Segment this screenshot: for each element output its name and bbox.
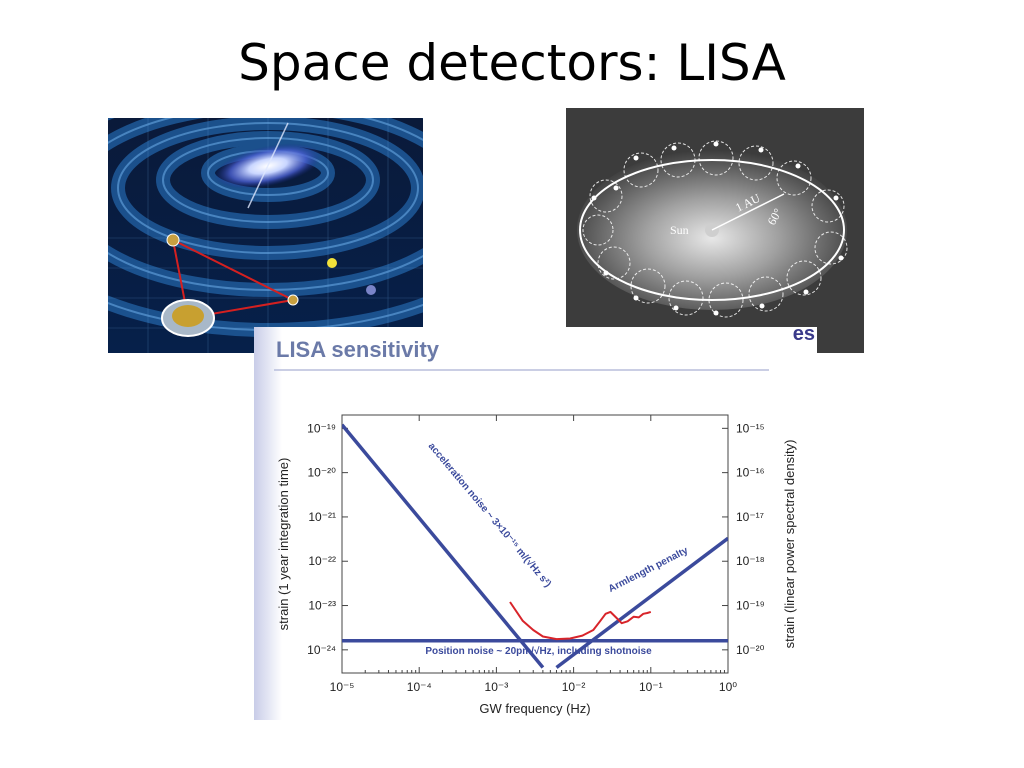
orbit-graphic: Sun 1 AU 60° xyxy=(566,108,864,353)
gravitational-wave-graphic xyxy=(108,118,423,353)
y-right-tick-label: 10⁻²⁰ xyxy=(736,643,765,657)
y-tick-label: 10⁻²³ xyxy=(308,599,336,613)
gravitational-wave-illustration xyxy=(108,118,423,353)
chart-card-title: LISA sensitivity xyxy=(276,337,440,362)
x-tick-label: 10⁻² xyxy=(562,680,586,694)
annotation-1: Position noise ~ 20pm/√Hz, including sho… xyxy=(425,646,652,657)
y-right-tick-label: 10⁻¹⁵ xyxy=(736,421,765,435)
card-background xyxy=(254,327,769,720)
y-tick-label: 10⁻²⁰ xyxy=(308,466,337,480)
x-tick-label: 10⁻⁴ xyxy=(407,680,432,694)
y-tick-label: 10⁻¹⁹ xyxy=(307,421,336,435)
series-line-acceleration xyxy=(342,423,545,669)
y-tick-label: 10⁻²⁴ xyxy=(307,643,336,657)
y-right-tick-label: 10⁻¹⁷ xyxy=(736,510,764,524)
series-line-armlength xyxy=(555,536,728,669)
y-right-tick-label: 10⁻¹⁶ xyxy=(736,466,765,480)
annotation-2: Armlength penalty xyxy=(607,545,691,595)
annotation-0: acceleration noise ~ 3×10⁻¹⁵ m/(√Hz s²) xyxy=(426,441,553,590)
lisa-orbit-illustration: Sun 1 AU 60° xyxy=(566,108,864,353)
x-tick-label: 10⁻³ xyxy=(485,680,509,694)
y-right-tick-label: 10⁻¹⁹ xyxy=(736,599,765,613)
sensitivity-chart: 10⁻⁵ 10⁻⁴ 10⁻³ 10⁻² 10⁻¹ 10⁰ 10⁻¹⁹ 10⁻²⁰ 10⁻²¹ 10… xyxy=(276,414,797,716)
y-tick-label: 10⁻²¹ xyxy=(308,510,336,524)
x-tick-label: 10⁰ xyxy=(719,680,737,694)
x-tick-label: 10⁻¹ xyxy=(639,680,663,694)
esa-logo: es xyxy=(792,327,815,345)
lisa-sensitivity-card: LISA sensitivity es 10⁻⁵ 10⁻⁴ 10⁻³ 10⁻² 10⁻¹… xyxy=(254,327,817,720)
x-tick-label: 10⁻⁵ xyxy=(330,680,355,694)
series-line-sensitivity xyxy=(509,601,652,641)
y-right-axis-label: strain (linear power spectral density) xyxy=(782,440,797,649)
x-axis-label: GW frequency (Hz) xyxy=(479,701,590,716)
plot-frame xyxy=(341,414,729,674)
slide-title: Space detectors: LISA xyxy=(238,34,786,92)
y-tick-label: 10⁻²² xyxy=(308,554,336,568)
y-right-tick-label: 10⁻¹⁸ xyxy=(736,554,765,568)
sun-label: Sun xyxy=(670,223,689,237)
y-axis-label: strain (1 year integration time) xyxy=(276,458,291,631)
